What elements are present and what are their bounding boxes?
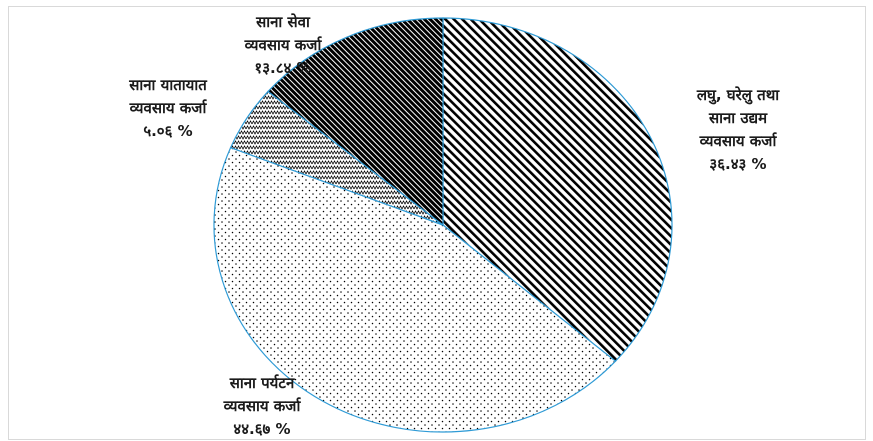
slice-label-4: साना सेवा व्यवसाय कर्जा १३.८४ % [244,13,323,77]
slice-label-1: लघु, घरेलु तथा साना उद्यम व्यवसाय कर्जा ३६.… [696,86,780,173]
slice-label-2: साना पर्यटन व्यवसाय कर्जा ४४.६७ % [223,374,302,438]
pie-slice-1 [442,17,673,363]
pie-slice-2 [213,146,617,433]
pie-slice-4 [267,17,444,227]
chart-area [8,6,866,440]
slice-label-3: साना यातायात व्यवसाय कर्जा ५.०६ % [128,76,208,140]
